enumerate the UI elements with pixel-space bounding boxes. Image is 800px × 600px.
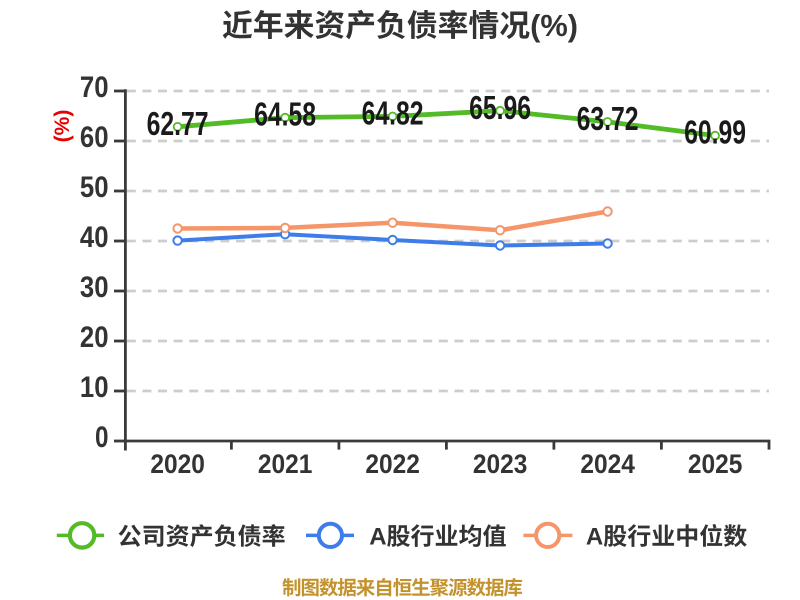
svg-text:60: 60 (80, 121, 109, 154)
svg-text:2024: 2024 (580, 449, 635, 479)
svg-text:20: 20 (80, 321, 109, 354)
svg-text:70: 70 (80, 71, 109, 104)
svg-text:2025: 2025 (688, 449, 743, 479)
svg-text:10: 10 (80, 371, 109, 404)
svg-text:2021: 2021 (258, 449, 313, 479)
svg-text:63.72: 63.72 (577, 100, 639, 137)
svg-text:40: 40 (80, 221, 109, 254)
svg-text:50: 50 (80, 171, 109, 204)
svg-text:0: 0 (95, 421, 109, 454)
svg-text:62.77: 62.77 (147, 105, 209, 142)
svg-text:(%): (%) (530, 8, 578, 43)
svg-text:(%): (%) (51, 110, 74, 143)
svg-text:65.96: 65.96 (469, 89, 531, 126)
svg-text:2022: 2022 (365, 449, 420, 479)
svg-text:A: A (586, 524, 603, 551)
svg-text:2020: 2020 (150, 449, 205, 479)
svg-text:2023: 2023 (473, 449, 528, 479)
svg-text:64.58: 64.58 (254, 96, 316, 133)
svg-text:60.99: 60.99 (684, 114, 746, 151)
svg-text:A: A (369, 524, 386, 551)
svg-text:64.82: 64.82 (362, 95, 424, 132)
svg-text:30: 30 (80, 271, 109, 304)
